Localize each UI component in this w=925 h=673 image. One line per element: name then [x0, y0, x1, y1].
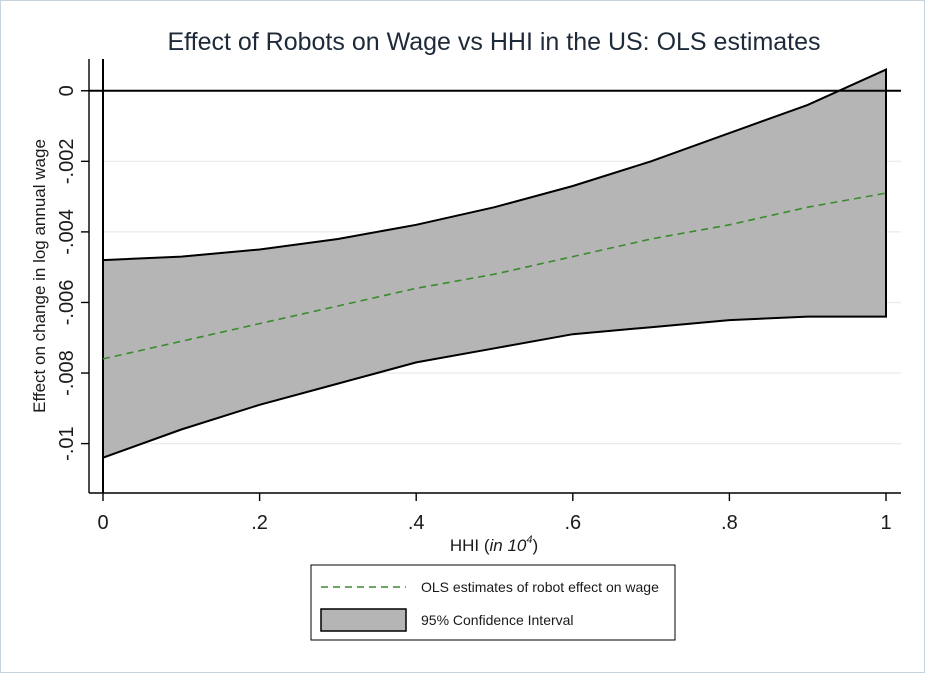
plot-area [89, 59, 901, 493]
estimate-line [102, 192, 887, 360]
x-tick-label-1: .2 [251, 512, 268, 534]
y-axis-label: Effect on change in log annual wage [30, 139, 49, 413]
y-tick-label-1: -.002 [56, 139, 78, 185]
x-axis-label: HHI (in 104) [450, 534, 538, 555]
x-ticks: 0 .2 .4 .6 .8 1 [97, 493, 892, 534]
y-tick-label-5: -.01 [56, 426, 78, 460]
x-tick-label-3: .6 [564, 512, 581, 534]
x-axis-label-italic: in 10 [490, 536, 527, 555]
x-tick-label-5: 1 [880, 512, 891, 534]
x-tick-label-0: 0 [97, 512, 108, 534]
legend-band-swatch [320, 608, 407, 632]
x-axis-label-sup: 4 [526, 534, 532, 546]
y-ticks: 0 -.002 -.004 -.006 -.008 -.01 [56, 85, 89, 461]
chart-title: Effect of Robots on Wage vs HHI in the U… [167, 28, 820, 56]
y-tick-label-3: -.006 [56, 280, 78, 326]
x-axis-label-prefix: HHI ( [450, 536, 490, 555]
y-tick-label-2: -.004 [56, 209, 78, 255]
legend-label-ci: 95% Confidence Interval [421, 612, 574, 628]
x-tick-label-4: .8 [721, 512, 738, 534]
legend: OLS estimates of robot effect on wage 95… [310, 564, 676, 641]
ci-band [102, 68, 887, 460]
legend-label-estimate: OLS estimates of robot effect on wage [421, 579, 659, 595]
axes: 0 .2 .4 .6 .8 1 0 -.002 -.004 -.006 -.008 -.01 [56, 59, 901, 534]
x-tick-label-2: .4 [408, 512, 425, 534]
y-tick-label-0: 0 [56, 85, 78, 96]
x-axis-label-suffix: ) [533, 536, 539, 555]
y-tick-label-4: -.008 [56, 350, 78, 396]
